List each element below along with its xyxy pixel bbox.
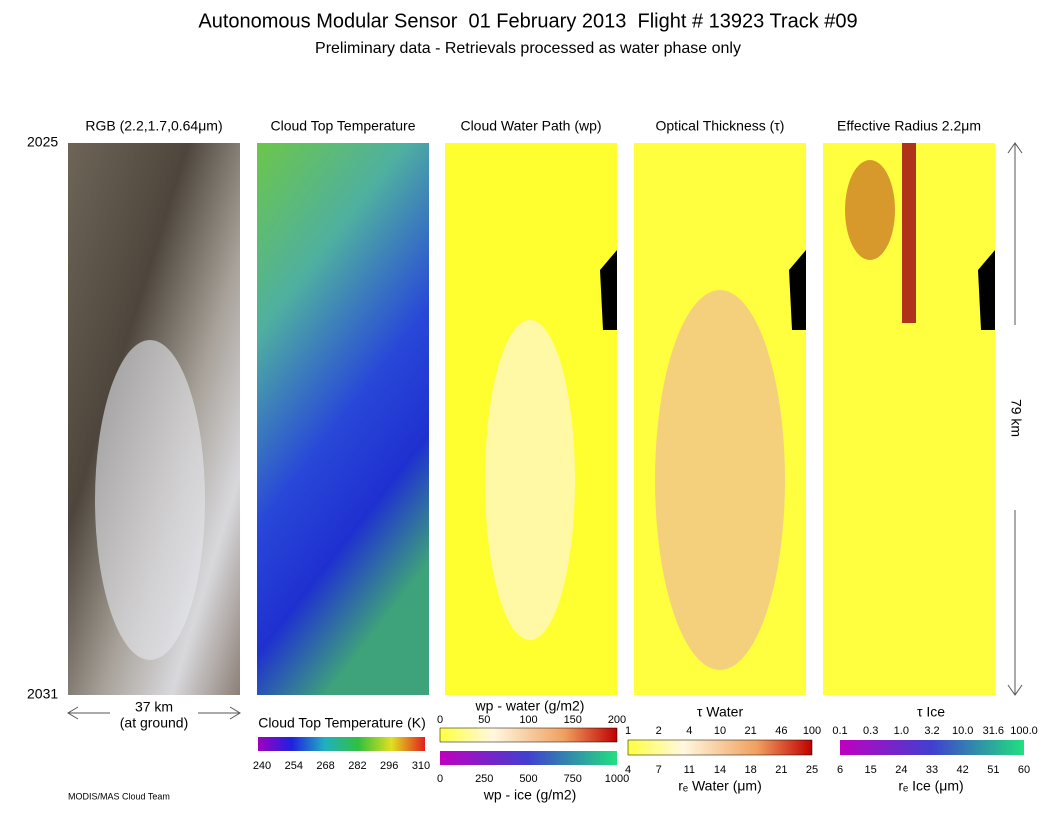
colorbar-label: wp - water (g/m2) — [475, 698, 585, 714]
colorbar-tick-label: 7 — [656, 764, 662, 776]
ot-patch — [655, 290, 785, 670]
colorbar-tick-label: 10.0 — [952, 725, 973, 737]
colorbar-tick-label: 60 — [1018, 764, 1030, 776]
width-note: (at ground) — [120, 715, 188, 731]
colorbar-tick-label: 6 — [837, 764, 843, 776]
colorbar-tick-label: 200 — [608, 714, 626, 726]
nodata-patch — [978, 250, 995, 330]
colorbar-tick-label: 100 — [519, 714, 537, 726]
colorbar — [840, 740, 1024, 755]
length-scale — [1007, 142, 1023, 696]
time-start: 2025 — [27, 134, 58, 150]
colorbar-label: wp - ice (g/m2) — [483, 787, 577, 803]
colorbar-tick-label: 750 — [564, 773, 582, 785]
panel-titles: RGB (2.2,1.7,0.64μm) Cloud Top Temperatu… — [85, 118, 981, 134]
colorbar-tick-label: 254 — [285, 760, 303, 772]
arrow-head — [1007, 684, 1023, 696]
colorbar-tick-label: 0 — [437, 714, 443, 726]
colorbar-tick-label: 31.6 — [983, 725, 1004, 737]
colorbar-tick-label: 4 — [625, 764, 631, 776]
colorbar-label: Cloud Top Temperature (K) — [258, 715, 426, 731]
time-end: 2031 — [27, 686, 58, 702]
colorbar-tick-label: 240 — [253, 760, 271, 772]
colorbar — [258, 737, 425, 751]
colorbar-tick-label: 100 — [803, 725, 821, 737]
colorbar-tick-label: 24 — [895, 764, 907, 776]
colorbar-tick-label: 0 — [437, 773, 443, 785]
colorbar-tick-label: 21 — [775, 764, 787, 776]
panel-title: RGB (2.2,1.7,0.64μm) — [85, 118, 222, 134]
colorbar-tick-label: 296 — [380, 760, 398, 772]
colorbar-tick-label: 10 — [714, 725, 726, 737]
subtitle: Preliminary data - Retrievals processed … — [315, 40, 741, 57]
width-scale — [67, 706, 241, 720]
colorbar-label: rₑ Water (μm) — [678, 778, 762, 794]
colorbar-tick-label: 4 — [686, 725, 692, 737]
panel-title: Cloud Top Temperature — [270, 118, 415, 134]
colorbar-tick-label: 51 — [987, 764, 999, 776]
ctt-image — [257, 143, 429, 695]
colorbar-label: rₑ Ice (μm) — [898, 778, 963, 794]
colorbar-tick-label: 0.3 — [863, 725, 878, 737]
colorbar-tick-label: 21 — [745, 725, 757, 737]
footer: MODIS/MAS Cloud Team — [68, 791, 170, 801]
colorbar-tick-label: 1.0 — [894, 725, 909, 737]
arrow-head — [229, 706, 241, 720]
ice-patch — [845, 160, 895, 260]
arrow-head — [67, 706, 79, 720]
colorbar — [440, 751, 617, 765]
colorbar-tick-label: 282 — [348, 760, 366, 772]
colorbar — [627, 739, 813, 756]
colorbar-tick-label: 500 — [519, 773, 537, 785]
colorbar-label: τ Ice — [917, 704, 945, 720]
colorbar-tick-label: 1 — [625, 725, 631, 737]
colorbar-tick-label: 15 — [865, 764, 877, 776]
colorbar-tick-label: 50 — [478, 714, 490, 726]
panel-title: Optical Thickness (τ) — [656, 118, 785, 134]
colorbar-tick-label: 42 — [957, 764, 969, 776]
panel-title: Cloud Water Path (wp) — [460, 118, 601, 134]
colorbar-tick-label: 0.1 — [832, 725, 847, 737]
colorbar-tick-label: 25 — [806, 764, 818, 776]
colorbar-tick-label: 11 — [684, 764, 695, 776]
cloud-patch — [95, 340, 205, 660]
colorbar-tick-label: 150 — [564, 714, 582, 726]
colorbar — [439, 727, 618, 743]
colorbar-tick-label: 310 — [412, 760, 430, 772]
ice-patch — [902, 143, 916, 323]
nodata-patch — [600, 250, 617, 330]
colorbar-tick-label: 250 — [475, 773, 493, 785]
colorbar-tick-label: 2 — [656, 725, 662, 737]
colorbar-tick-label: 46 — [775, 725, 787, 737]
cwp-patch — [485, 320, 575, 640]
colorbar-tick-label: 18 — [745, 764, 757, 776]
colorbar-tick-label: 14 — [714, 764, 726, 776]
panel-title: Effective Radius 2.2μm — [837, 118, 981, 134]
length-label: 79 km — [1008, 399, 1024, 437]
colorbar-tick-label: 100.0 — [1010, 725, 1038, 737]
colorbar-tick-label: 3.2 — [924, 725, 939, 737]
panel-images — [68, 143, 995, 695]
arrow-head — [1007, 142, 1023, 154]
colorbar-label: τ Water — [697, 704, 744, 720]
nodata-patch — [789, 250, 806, 330]
colorbar-tick-label: 33 — [926, 764, 938, 776]
colorbar-tick-label: 1000 — [605, 773, 629, 785]
colorbar-tick-label: 268 — [316, 760, 334, 772]
width-label: 37 km — [135, 699, 173, 715]
title: Autonomous Modular Sensor 01 February 20… — [198, 10, 857, 32]
